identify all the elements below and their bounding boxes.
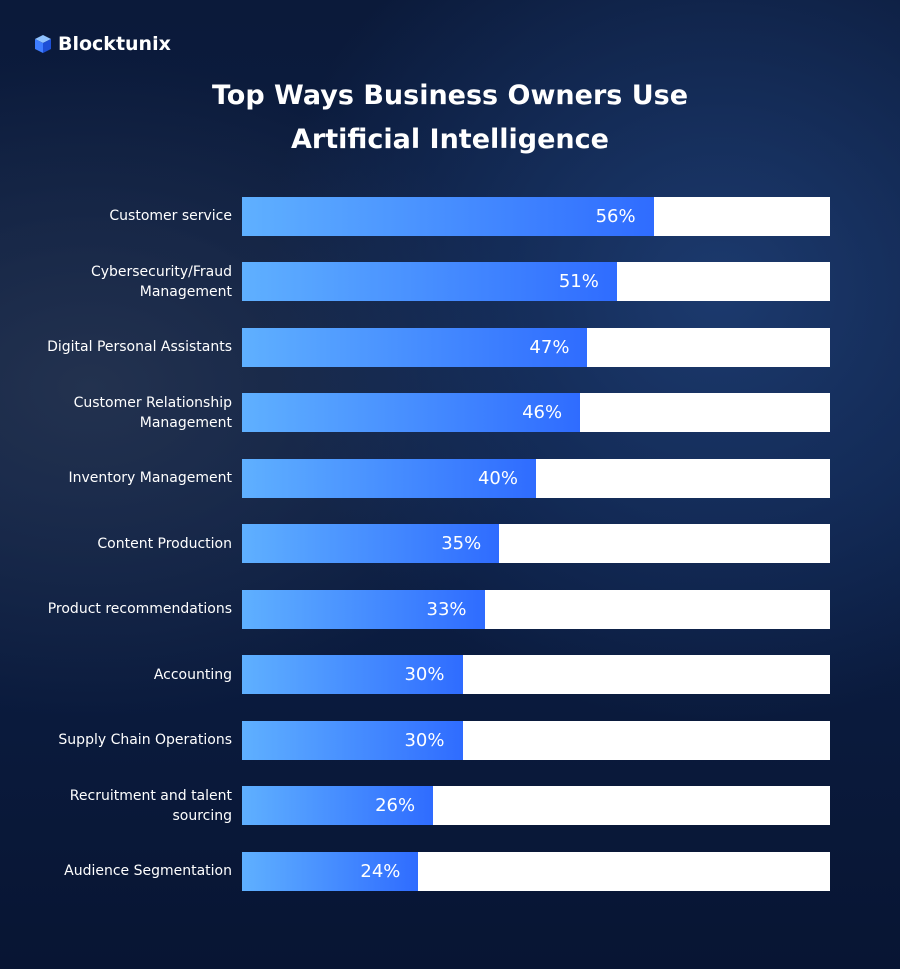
value-label: 47% xyxy=(529,336,570,358)
category-label: Cybersecurity/Fraud Management xyxy=(90,263,232,300)
value-label: 33% xyxy=(426,598,467,620)
category-label: Recruitment and talent sourcing xyxy=(69,787,232,824)
chart-title: Top Ways Business Owners Use Artificial … xyxy=(211,80,689,155)
category-label: Audience Segmentation xyxy=(64,863,232,879)
value-label: 51% xyxy=(558,271,599,292)
category-label: Customer service xyxy=(109,208,232,224)
bar xyxy=(242,851,419,891)
value-label: 56% xyxy=(595,205,636,227)
value-label: 26% xyxy=(375,795,416,816)
category-label: Digital Personal Assistants xyxy=(47,339,232,355)
bar xyxy=(242,786,434,825)
value-label: 30% xyxy=(404,664,445,685)
category-label: Product recommendations xyxy=(47,601,232,617)
value-label: 30% xyxy=(404,729,445,751)
brand: Blocktunix xyxy=(34,33,171,55)
bar xyxy=(242,589,485,629)
category-label: Supply Chain Operations xyxy=(58,732,232,748)
bar xyxy=(242,458,536,498)
category-label: Accounting xyxy=(153,666,232,683)
value-label: 24% xyxy=(360,860,401,882)
category-label: Content Production xyxy=(97,535,232,552)
bar xyxy=(242,655,463,694)
value-label: 35% xyxy=(441,533,482,554)
logo-icon xyxy=(35,35,51,53)
bar xyxy=(242,262,617,301)
bar xyxy=(242,327,588,367)
value-label: 46% xyxy=(522,402,563,423)
category-label: Customer Relationship Management xyxy=(73,394,232,431)
brand-name: Blocktunix xyxy=(58,33,171,55)
category-label: Inventory Management xyxy=(68,470,232,486)
bar xyxy=(242,196,654,236)
bar xyxy=(242,720,463,760)
bar xyxy=(242,524,500,563)
bar xyxy=(242,393,581,432)
value-label: 40% xyxy=(477,467,518,489)
